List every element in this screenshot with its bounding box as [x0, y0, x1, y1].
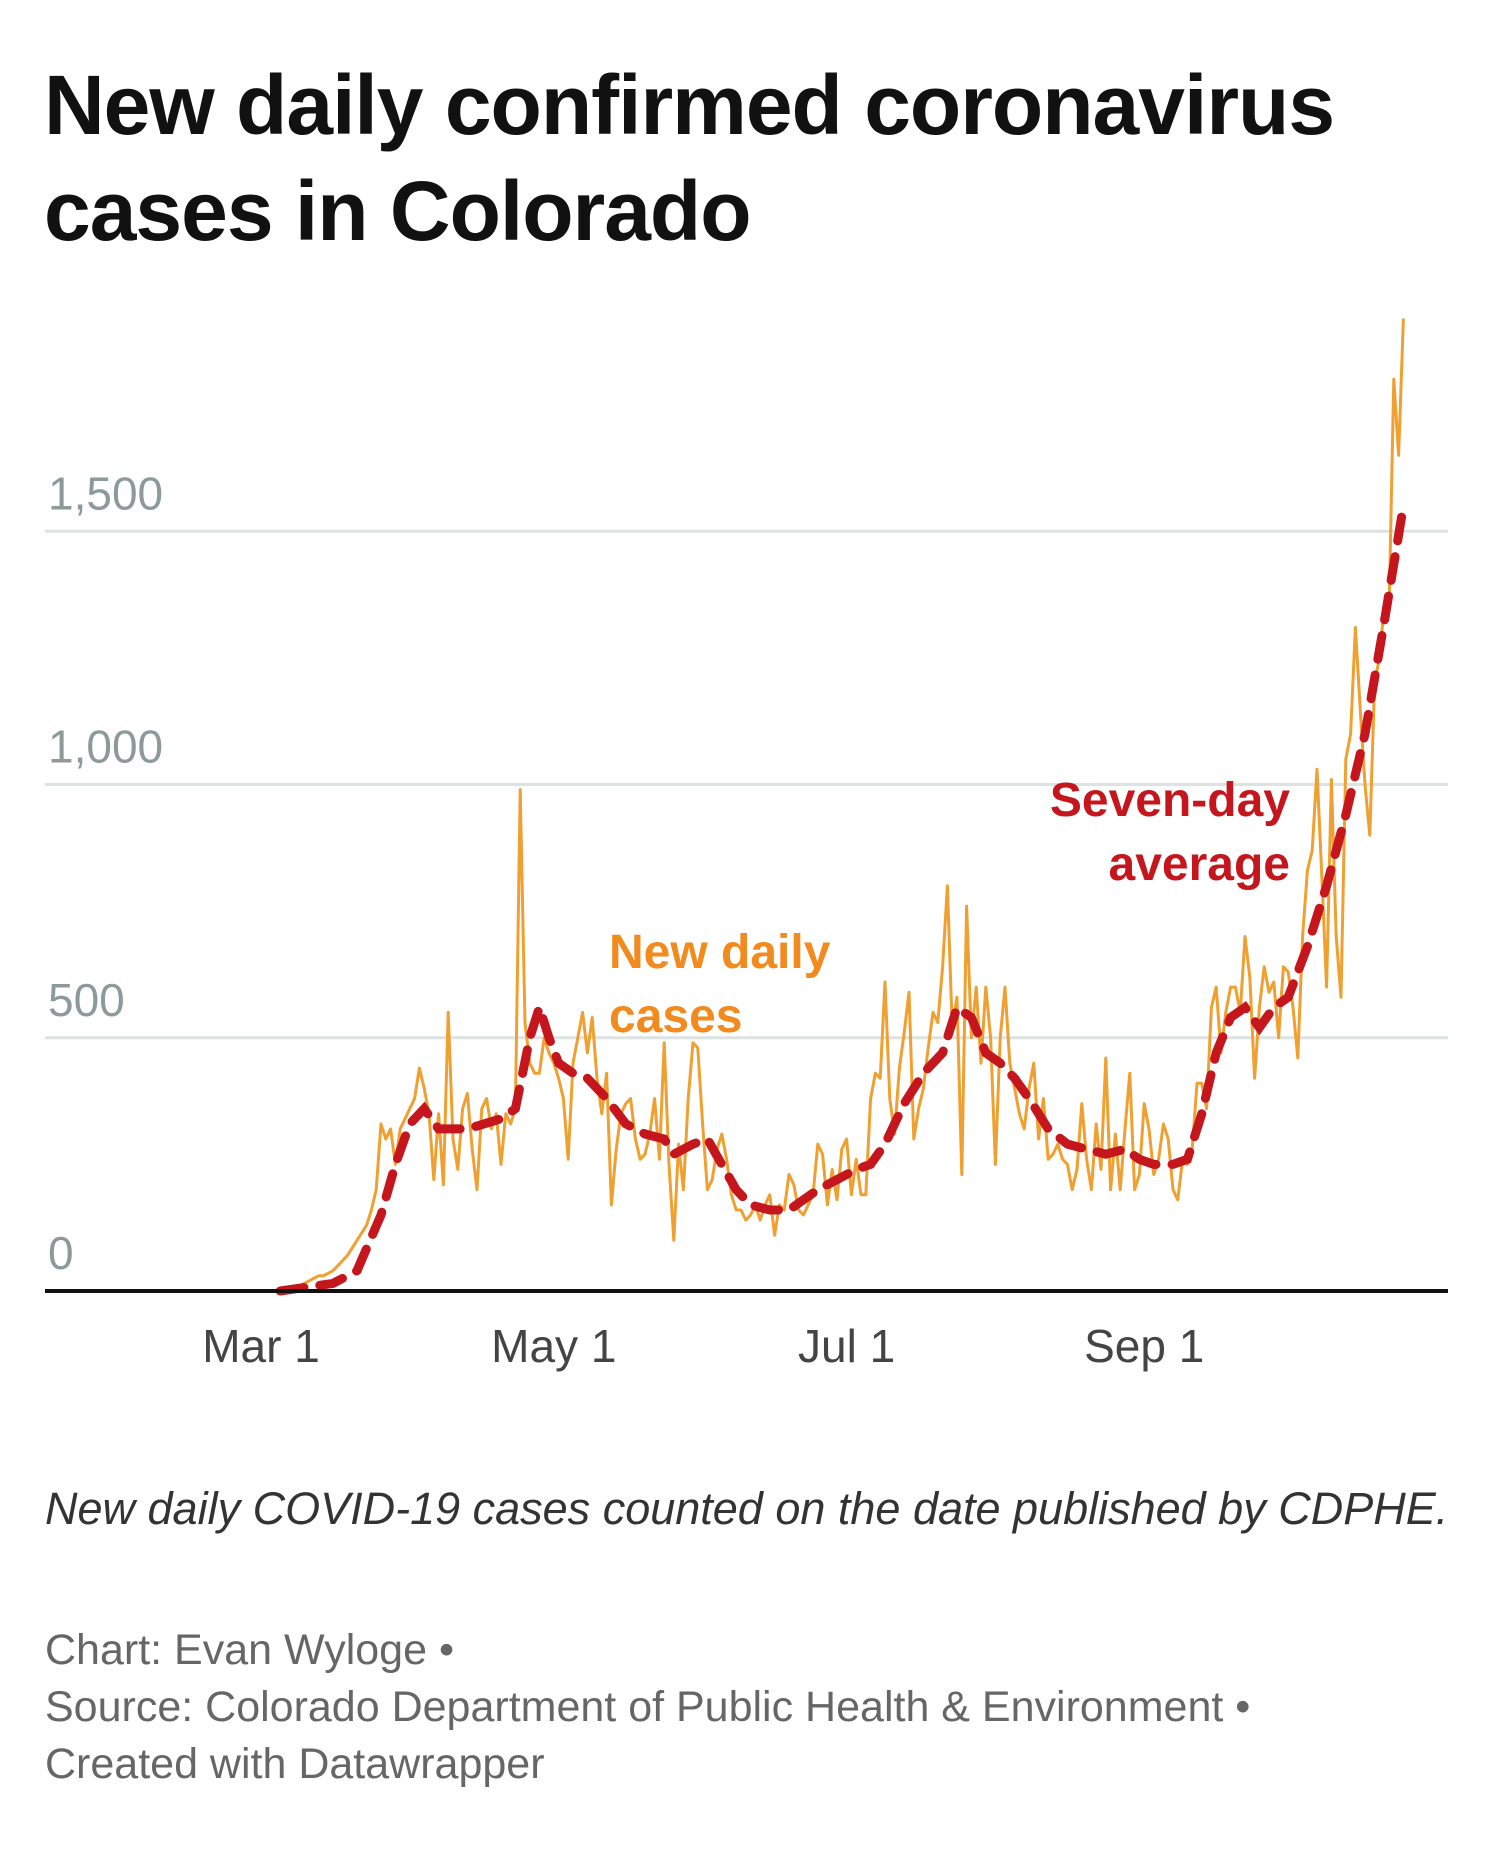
credit-source: Source: Colorado Department of Public He… — [45, 1683, 1251, 1731]
chart-credits: Chart: Evan Wyloge • Source: Colorado De… — [45, 1622, 1485, 1793]
y-tick-label: 1,500 — [48, 467, 163, 519]
gridlines — [45, 529, 1448, 1040]
annotation-new-daily-cases: New daily — [609, 926, 831, 979]
annotation-new-daily-cases: cases — [609, 990, 742, 1043]
y-tick-label: 0 — [48, 1227, 74, 1279]
annotation-seven-day-average: Seven-day — [1050, 774, 1290, 827]
x-tick-label: Mar 1 — [202, 1320, 320, 1372]
chart-caption: New daily COVID-19 cases counted on the … — [45, 1483, 1449, 1534]
series-line-seven-day-average — [275, 501, 1408, 1296]
y-tick-label: 500 — [48, 974, 125, 1026]
series-line-new-daily-cases — [279, 318, 1405, 1293]
y-tick-label: 1,000 — [48, 721, 163, 773]
y-axis-ticks: 0 500 1,000 1,500 — [48, 467, 163, 1279]
x-axis-ticks: Mar 1 May 1 Jul 1 Sep 1 — [202, 1320, 1204, 1372]
annotation-seven-day-average: average — [1109, 838, 1290, 891]
x-tick-label: Jul 1 — [798, 1320, 895, 1372]
x-tick-label: May 1 — [491, 1320, 616, 1372]
credit-author: Chart: Evan Wyloge • — [45, 1626, 455, 1674]
chart-title: New daily confirmed coronavirus cases in… — [44, 58, 1335, 258]
credit-tool[interactable]: Created with Datawrapper — [45, 1740, 545, 1788]
x-tick-label: Sep 1 — [1084, 1320, 1204, 1372]
